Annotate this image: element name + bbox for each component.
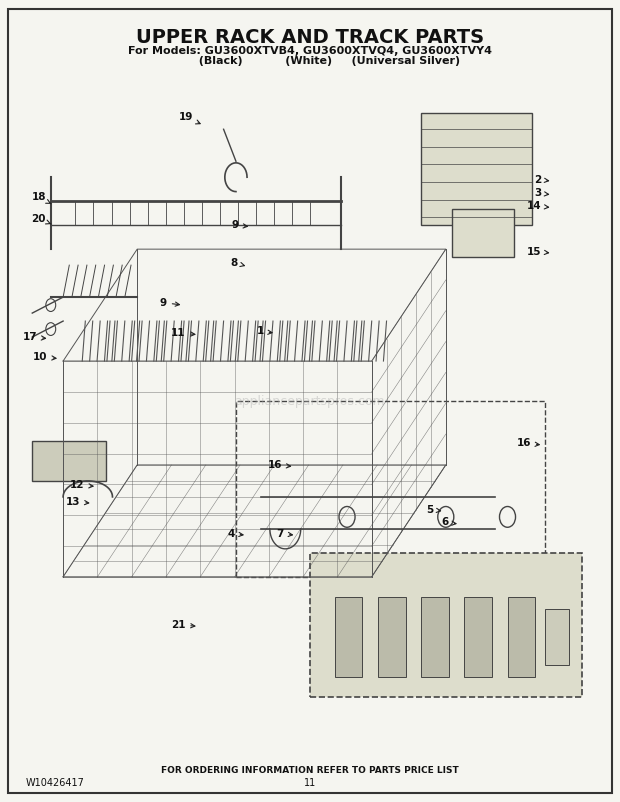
Text: 2: 2 [534, 175, 549, 184]
Bar [335, 597, 363, 677]
Text: 17: 17 [22, 332, 45, 342]
Text: 21: 21 [171, 620, 195, 630]
Text: 6: 6 [441, 517, 456, 528]
Text: 19: 19 [179, 112, 200, 124]
Text: W10426417: W10426417 [26, 778, 85, 788]
Bar [310, 553, 582, 697]
Bar [236, 401, 544, 577]
Text: 10: 10 [33, 352, 56, 362]
Text: 8: 8 [231, 257, 244, 268]
Text: 20: 20 [32, 214, 51, 224]
Text: 14: 14 [527, 201, 549, 211]
Text: 13: 13 [66, 496, 89, 507]
Bar [421, 597, 449, 677]
Bar [452, 209, 514, 257]
Text: 16: 16 [516, 439, 539, 448]
Bar [544, 609, 569, 665]
Bar [378, 597, 405, 677]
Text: 7: 7 [277, 529, 293, 539]
Text: FOR ORDERING INFORMATION REFER TO PARTS PRICE LIST: FOR ORDERING INFORMATION REFER TO PARTS … [161, 766, 459, 775]
Text: For Models: GU3600XTVB4, GU3600XTVQ4, GU3600XTVY4: For Models: GU3600XTVB4, GU3600XTVQ4, GU… [128, 46, 492, 56]
Bar [464, 597, 492, 677]
Bar [421, 113, 532, 225]
Text: UPPER RACK AND TRACK PARTS: UPPER RACK AND TRACK PARTS [136, 28, 484, 47]
Bar [32, 441, 106, 481]
Text: 3: 3 [534, 188, 549, 198]
Bar [508, 597, 535, 677]
Text: 16: 16 [268, 460, 291, 470]
Text: 11: 11 [171, 328, 195, 338]
Text: 15: 15 [527, 246, 549, 257]
Text: 11: 11 [304, 778, 316, 788]
Text: 4: 4 [228, 529, 243, 539]
Text: 1: 1 [257, 326, 272, 337]
Text: appliancepartspros.com: appliancepartspros.com [235, 395, 385, 407]
Text: 18: 18 [32, 192, 51, 204]
Text: (Black)           (White)     (Universal Silver): (Black) (White) (Universal Silver) [160, 56, 460, 67]
Text: 5: 5 [426, 504, 441, 515]
Text: 12: 12 [70, 480, 93, 490]
Text: 9: 9 [232, 221, 247, 230]
Text: 9: 9 [160, 298, 179, 308]
